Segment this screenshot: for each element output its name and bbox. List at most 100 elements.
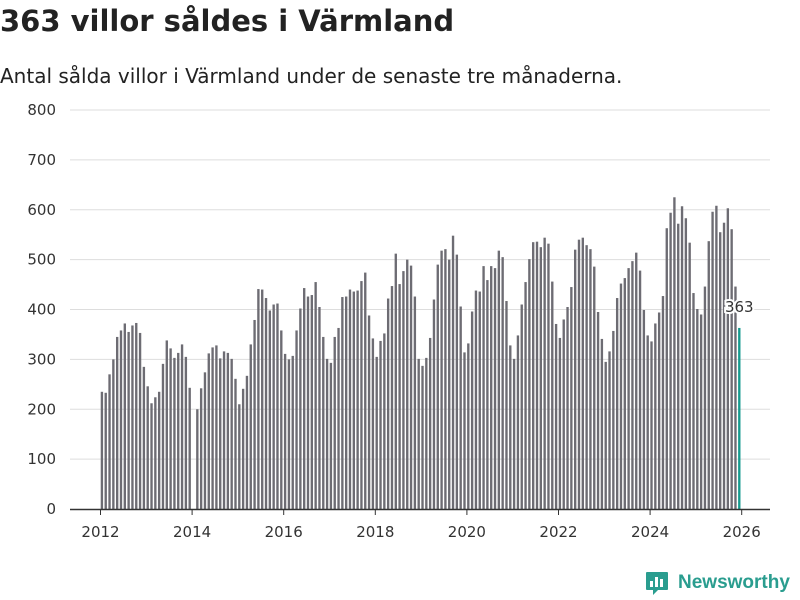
bar (604, 361, 607, 509)
bar (272, 304, 275, 509)
bar (692, 293, 695, 509)
x-tick-label-2016: 2016 (265, 523, 303, 541)
bar (478, 291, 481, 509)
x-tick-label-2020: 2020 (448, 523, 486, 541)
bar (215, 345, 218, 509)
bar (131, 325, 134, 509)
bar (188, 387, 191, 509)
bar (524, 282, 527, 509)
bar (699, 314, 703, 509)
bar (619, 283, 623, 509)
bar (608, 351, 611, 509)
bar (135, 322, 138, 509)
bar (409, 265, 413, 509)
bar (497, 250, 501, 509)
bar (631, 261, 634, 509)
bar (657, 312, 661, 509)
bar (207, 353, 210, 509)
bar (245, 375, 249, 509)
bar (398, 284, 401, 509)
bar (734, 286, 737, 509)
bar (417, 358, 420, 509)
x-tick-label-2014: 2014 (173, 523, 211, 541)
bar (180, 344, 184, 509)
bar (600, 338, 604, 509)
bar (711, 211, 714, 509)
y-tick-label-700: 700 (27, 151, 56, 169)
bar (730, 229, 733, 510)
bar (249, 344, 252, 509)
bar (623, 278, 626, 509)
bar (470, 311, 474, 509)
annotation-label: 363 (725, 298, 754, 316)
bar (268, 310, 272, 509)
bar (638, 270, 642, 509)
bar (406, 259, 409, 509)
bar (490, 266, 493, 509)
bar (142, 366, 146, 509)
bar (722, 222, 726, 509)
bar (680, 206, 684, 510)
bar (566, 307, 569, 509)
bar (596, 311, 600, 509)
bar (390, 286, 394, 509)
bar (314, 282, 317, 509)
bar (432, 299, 436, 509)
bar (280, 330, 283, 509)
bar (276, 303, 279, 509)
bar (448, 259, 451, 509)
bar (444, 249, 447, 509)
bar (501, 257, 504, 509)
bar (238, 404, 241, 509)
bar (665, 228, 668, 510)
bar (642, 309, 646, 509)
bar (696, 309, 699, 509)
y-axis-ticks: 0 100 200 300 400 500 600 700 800 (27, 101, 56, 518)
bar (627, 268, 630, 509)
bar (428, 337, 432, 509)
bar (516, 335, 520, 509)
bar (459, 306, 462, 509)
bar (520, 304, 523, 509)
chart-subtitle: Antal sålda villor i Värmland under de s… (0, 64, 623, 88)
last-value-annotation: 363 (723, 296, 756, 318)
bar (394, 253, 397, 509)
bar (440, 250, 443, 509)
bar (570, 287, 573, 509)
bar (386, 298, 390, 509)
bar (707, 241, 710, 509)
bar (295, 330, 298, 509)
bar (241, 388, 245, 509)
bar (371, 338, 375, 509)
bar (703, 286, 707, 509)
bar (688, 242, 691, 510)
bar (356, 290, 359, 509)
bar (551, 281, 554, 509)
bar (196, 409, 199, 509)
y-tick-label-600: 600 (27, 201, 56, 219)
bar (512, 358, 516, 509)
bar (352, 291, 355, 509)
bar (306, 296, 310, 509)
bar (421, 365, 424, 509)
bar (154, 397, 157, 509)
bar (234, 378, 237, 509)
y-tick-label-0: 0 (46, 500, 56, 518)
bar (715, 205, 718, 509)
bar (165, 340, 168, 509)
bar (100, 391, 104, 509)
bar (486, 280, 489, 509)
bar (360, 281, 363, 509)
bar (287, 359, 291, 509)
y-tick-label-100: 100 (27, 450, 56, 468)
bar (348, 289, 352, 509)
bar (119, 330, 123, 509)
bar (108, 374, 111, 509)
bar (169, 348, 172, 509)
bar (493, 268, 497, 509)
bar (726, 208, 730, 509)
bar (684, 218, 688, 509)
bar (547, 243, 550, 510)
y-tick-label-200: 200 (27, 400, 56, 418)
